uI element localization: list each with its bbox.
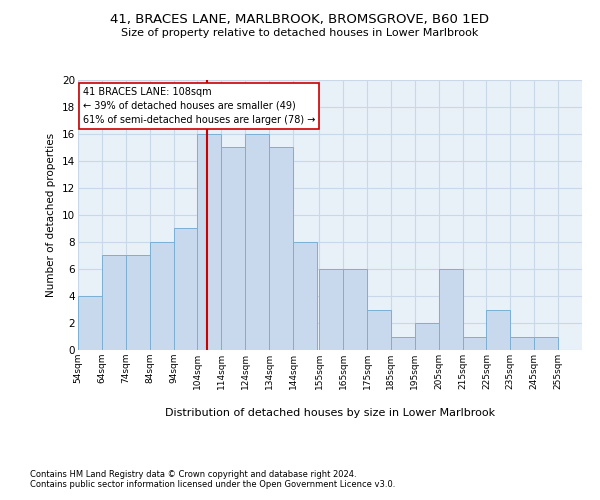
Bar	[367, 310, 391, 350]
Bar	[511, 336, 534, 350]
Bar	[221, 148, 245, 350]
Text: Distribution of detached houses by size in Lower Marlbrook: Distribution of detached houses by size …	[165, 408, 495, 418]
Bar	[463, 336, 487, 350]
Text: Contains HM Land Registry data © Crown copyright and database right 2024.: Contains HM Land Registry data © Crown c…	[30, 470, 356, 479]
Bar	[534, 336, 558, 350]
Bar	[269, 148, 293, 350]
Bar	[173, 228, 197, 350]
Bar	[126, 256, 149, 350]
Text: 41, BRACES LANE, MARLBROOK, BROMSGROVE, B60 1ED: 41, BRACES LANE, MARLBROOK, BROMSGROVE, …	[110, 12, 490, 26]
Bar	[415, 323, 439, 350]
Bar	[343, 269, 367, 350]
Bar	[149, 242, 173, 350]
Y-axis label: Number of detached properties: Number of detached properties	[46, 133, 56, 297]
Bar	[487, 310, 511, 350]
Bar	[197, 134, 221, 350]
Bar	[245, 134, 269, 350]
Bar	[102, 256, 126, 350]
Text: Size of property relative to detached houses in Lower Marlbrook: Size of property relative to detached ho…	[121, 28, 479, 38]
Bar	[319, 269, 343, 350]
Text: Contains public sector information licensed under the Open Government Licence v3: Contains public sector information licen…	[30, 480, 395, 489]
Bar	[293, 242, 317, 350]
Text: 41 BRACES LANE: 108sqm
← 39% of detached houses are smaller (49)
61% of semi-det: 41 BRACES LANE: 108sqm ← 39% of detached…	[83, 86, 315, 124]
Bar	[391, 336, 415, 350]
Bar	[78, 296, 102, 350]
Bar	[439, 269, 463, 350]
